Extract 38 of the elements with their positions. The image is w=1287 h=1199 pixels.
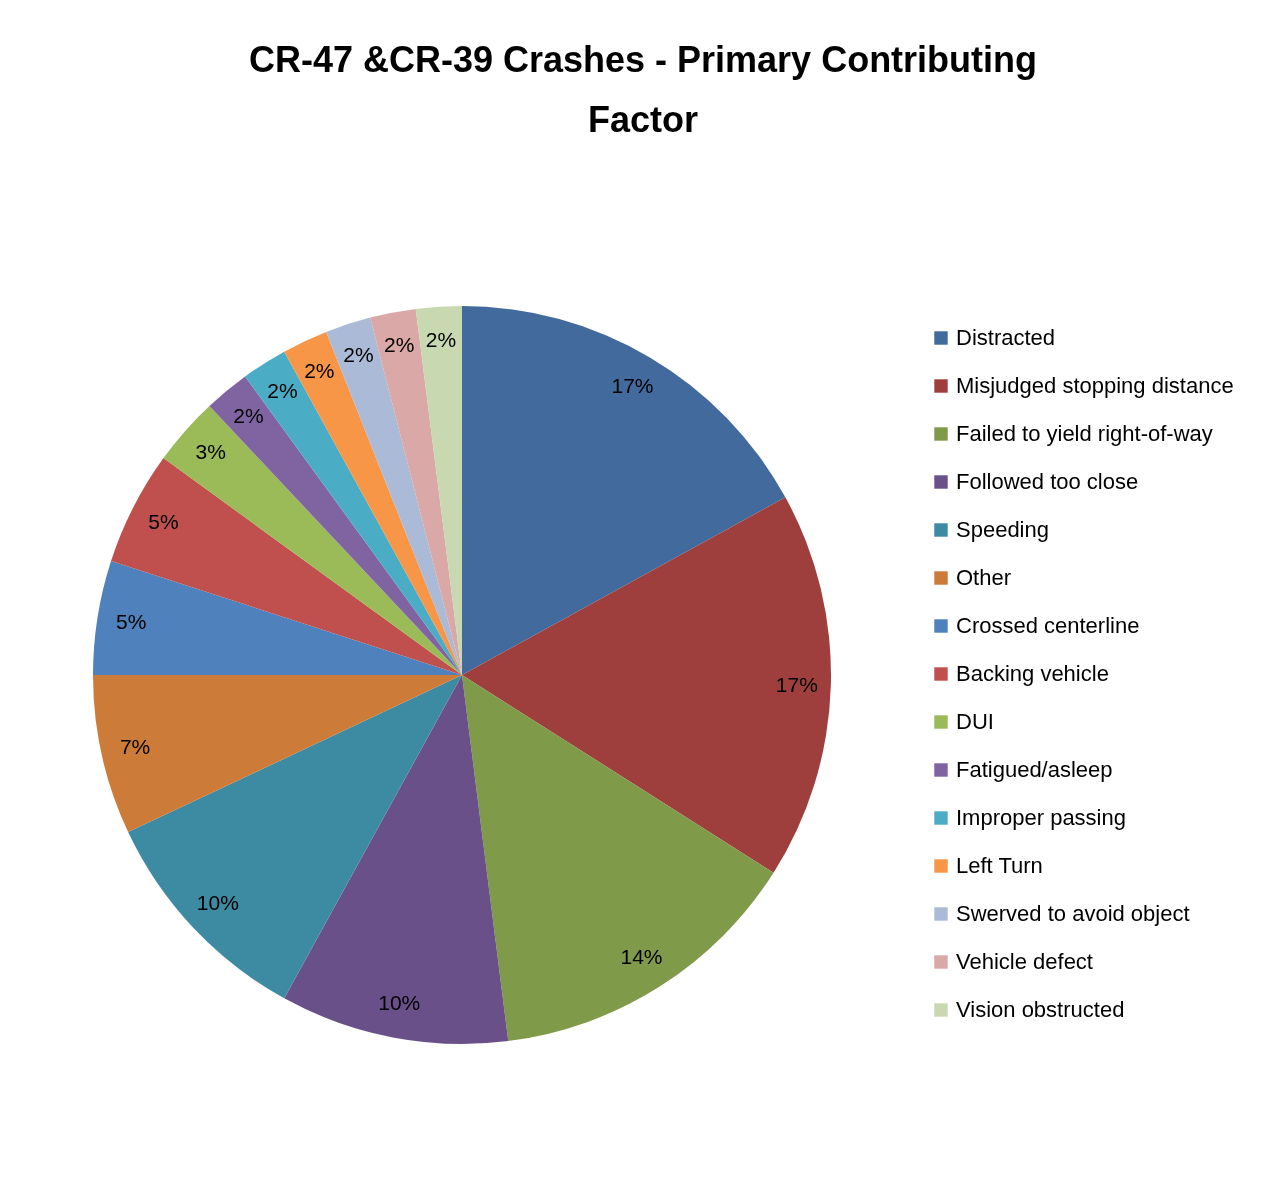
legend-label: DUI [956,709,994,734]
legend-label: Backing vehicle [956,661,1109,686]
pie-slice [462,497,831,873]
legend-label: Swerved to avoid object [956,901,1190,926]
legend-label: Misjudged stopping distance [956,373,1234,398]
data-label: 5% [148,509,179,533]
pie-slice [462,675,774,1042]
data-label: 2% [425,327,457,351]
data-label: 5% [115,609,147,633]
pie-slice [93,675,462,833]
legend-label: Followed too close [956,469,1139,494]
data-label: 17% [775,672,818,696]
legend-label: Other [956,565,1012,590]
data-label: 14% [620,944,663,968]
data-label: 2% [304,358,335,382]
legend-label: Improper passing [956,805,1126,830]
pie-slice [462,306,786,675]
data-label: 2% [343,343,374,367]
data-label: 7% [119,735,151,759]
legend-label: Left Turn [956,853,1043,878]
data-label: 17% [611,373,654,397]
data-label: 3% [195,440,226,464]
chart-title: CR-47 &CR-39 Crashes - Primary Contributing Factor [248,39,1038,140]
data-label: 10% [378,991,421,1015]
legend-label: Vehicle defect [956,949,1093,974]
legend-label: Vision obstructed [956,997,1125,1022]
data-label: 2% [233,403,264,427]
legend-label: Failed to yield right-of-way [956,421,1213,446]
data-label: 2% [384,332,415,356]
legend-label: Crossed centerline [956,613,1140,638]
pie-slice [93,560,462,675]
legend-label: Fatigued/asleep [956,757,1113,782]
legend-label: Speeding [956,517,1049,542]
data-label: 2% [267,379,298,403]
pie-slice [111,458,462,675]
pie-slice [284,675,509,1044]
legend-label: Distracted [956,325,1056,350]
data-label: 10% [196,891,239,915]
